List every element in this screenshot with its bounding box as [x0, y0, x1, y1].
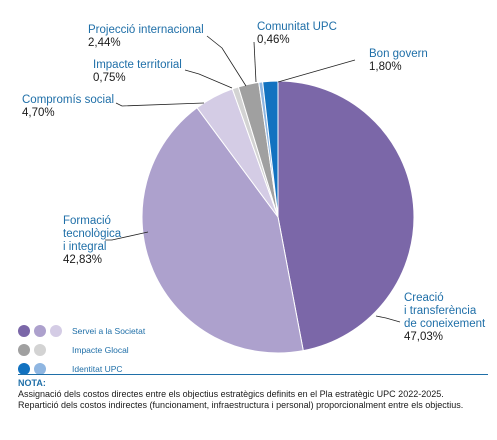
pie-slice-1 [141, 107, 304, 354]
leader-impacte [184, 69, 233, 89]
label-projeccio-name: Projecció internacional [88, 24, 204, 36]
label-formacio-line2: tecnològica [63, 228, 122, 240]
note: NOTA: Assignació dels costos directes en… [18, 374, 488, 410]
note-title: NOTA: [18, 378, 46, 388]
legend-row: Servei a la Societat [18, 322, 145, 340]
label-comunitat-name: Comunitat UPC [257, 21, 337, 33]
label-impacte-name: Impacte territorial [93, 59, 182, 71]
label-bon-govern-name: Bon govern [369, 48, 428, 60]
legend-swatch [50, 325, 62, 337]
note-line-1: Assignació dels costos directes entre el… [18, 389, 444, 399]
legend-swatch [18, 344, 30, 356]
label-compromis: Compromís social 4,70% [22, 94, 114, 120]
label-impacte: Impacte territorial 0,75% [93, 59, 182, 85]
legend-swatch [18, 325, 30, 337]
legend-label: Identitat UPC [72, 364, 123, 374]
label-creacio-pct: 47,03% [404, 331, 444, 343]
legend-label: Servei a la Societat [72, 326, 146, 336]
legend-swatch [18, 363, 30, 375]
label-creacio-line1: Creació [404, 292, 444, 304]
leader-comunitat [253, 41, 257, 83]
leader-bon-govern [277, 59, 356, 83]
label-comunitat: Comunitat UPC 0,46% [257, 21, 337, 47]
label-projeccio-pct: 2,44% [88, 37, 121, 49]
legend-label: Impacte Glocal [72, 345, 129, 355]
legend-swatch [34, 363, 46, 375]
leader-compromis [115, 102, 205, 107]
leader-creacio [375, 315, 401, 323]
label-creacio-line3: de coneixement [404, 318, 486, 330]
legend-swatch [34, 344, 46, 356]
pie-slice-0 [277, 80, 415, 352]
label-creacio: Creació i transferència de coneixement 4… [404, 292, 485, 344]
label-formacio: Formació tecnològica i integral 42,83% [63, 215, 121, 267]
legend: Servei a la Societat Impacte Glocal Iden… [18, 322, 145, 379]
label-formacio-line3: i integral [63, 241, 107, 253]
label-projeccio: Projecció internacional 2,44% [88, 24, 204, 50]
leader-projeccio [206, 35, 247, 87]
label-comunitat-pct: 0,46% [257, 34, 290, 46]
note-line-2: Repartició dels costos indirectes (funci… [18, 399, 464, 410]
label-compromis-name: Compromís social [22, 94, 115, 106]
label-compromis-pct: 4,70% [22, 107, 55, 119]
pie-slice-6 [262, 80, 279, 218]
label-bon-govern: Bon govern 1,80% [369, 48, 428, 74]
label-creacio-line2: i transferència [404, 305, 477, 317]
note-divider [18, 374, 488, 375]
label-impacte-pct: 0,75% [93, 72, 126, 84]
label-formacio-line1: Formació [63, 215, 111, 227]
legend-row: Identitat UPC [18, 360, 145, 378]
legend-row: Impacte Glocal [18, 341, 145, 359]
leader-formacio [105, 231, 149, 241]
label-bon-govern-pct: 1,80% [369, 61, 402, 73]
label-formacio-pct: 42,83% [63, 254, 103, 266]
legend-swatch [34, 325, 46, 337]
